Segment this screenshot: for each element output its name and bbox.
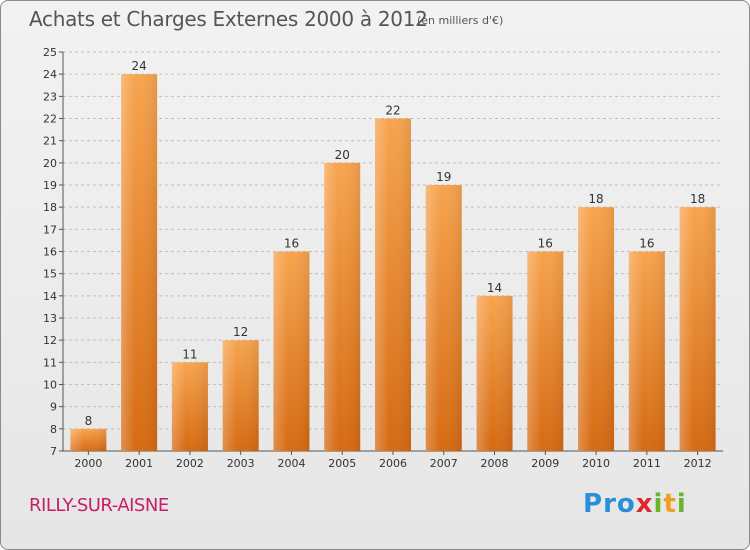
x-tick-label: 2010 [582,457,610,470]
y-tick-label: 15 [43,268,57,281]
bar-shine [628,251,665,451]
bar-shine [375,118,411,451]
y-tick-label: 16 [43,246,57,259]
x-tick-label: 2009 [531,457,559,470]
bar-shine [527,251,564,451]
bar-shine [171,362,208,451]
data-label: 14 [487,281,502,295]
x-tick-label: 2008 [481,457,509,470]
x-tick-label: 2011 [633,457,661,470]
y-tick-label: 19 [43,179,57,192]
y-tick-label: 21 [43,135,57,148]
x-tick-label: 2006 [379,457,407,470]
bar-shine [273,251,310,451]
place-name: RILLY-SUR-AISNE [29,495,169,516]
y-tick-label: 25 [43,46,57,59]
data-label: 11 [182,347,197,361]
y-tick-label: 18 [43,201,57,214]
data-label: 18 [588,192,603,206]
y-tick-label: 14 [43,290,57,303]
x-tick-label: 2003 [227,457,255,470]
y-tick-label: 13 [43,312,57,325]
data-label: 20 [335,148,350,162]
proxiti-logo: Proxiti [583,489,687,519]
bar-shine [222,340,259,451]
axis-layer: 7 8 9 10 11 12 13 14 15 16 17 18 19 20 21 22 23 24 25 2000 2… [43,46,723,470]
y-tick-label: 22 [43,113,57,126]
data-label: 18 [690,192,705,206]
x-tick-label: 2002 [176,457,204,470]
y-tick-label: 8 [50,423,57,436]
bar-shine [679,207,716,451]
x-tick-label: 2001 [125,457,153,470]
bar-shine [324,162,361,452]
bar-shine [425,185,462,451]
x-tick-label: 2005 [328,457,356,470]
data-label: 12 [233,325,248,339]
bar-shine [70,428,107,451]
bar-shine [578,207,615,451]
data-label: 19 [436,170,451,184]
logo-letter: o [616,489,636,519]
y-tick-label: 12 [43,334,57,347]
data-label: 16 [639,237,654,251]
data-label: 16 [538,237,553,251]
data-label: 24 [132,59,147,73]
y-tick-label: 20 [43,157,57,170]
y-tick-label: 10 [43,379,57,392]
logo-letter: i [653,489,664,519]
logo-letter: t [663,489,677,519]
logo-letter: P [583,489,604,519]
x-tick-label: 2012 [684,457,712,470]
y-tick-label: 9 [50,401,57,414]
data-label: 8 [85,414,93,428]
y-tick-label: 7 [50,445,57,458]
data-label: 16 [284,237,299,251]
x-tick-label: 2004 [277,457,305,470]
data-label: 22 [385,104,400,118]
y-tick-label: 17 [43,223,57,236]
chart-title: Achats et Charges Externes 2000 à 2012 [29,7,428,31]
logo-letter: i [676,489,687,519]
logo-letter: r [603,489,617,519]
y-tick-label: 24 [43,68,57,81]
bar-shine [121,74,158,452]
y-tick-label: 23 [43,90,57,103]
x-tick-label: 2000 [74,457,102,470]
label-layer: 8 24 11 12 16 20 22 19 14 16 18 16 18 [85,59,706,428]
bar-shine [476,295,513,451]
y-tick-label: 11 [43,356,57,369]
chart-subtitle: (en milliers d'€) [417,14,504,27]
bar-layer [70,74,716,452]
x-tick-label: 2007 [430,457,458,470]
logo-letter: x [635,489,654,519]
